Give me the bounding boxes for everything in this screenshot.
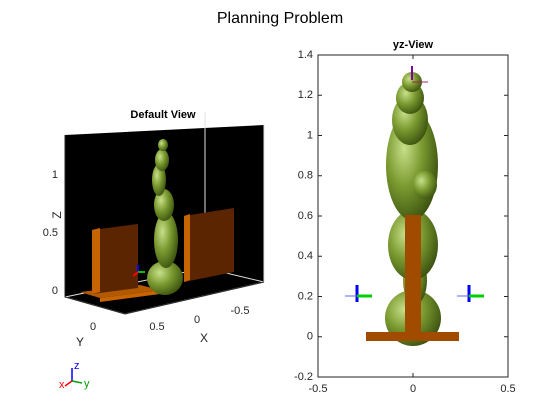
z-tick-label: 0.5: [43, 227, 58, 239]
y-tick-label: 1: [307, 129, 313, 141]
y-tick-label: 0.8: [298, 170, 313, 182]
obstacle: [92, 224, 138, 294]
obstacle: [80, 285, 160, 298]
x-tick-label: 0.5: [500, 383, 515, 395]
frame-marker: [345, 66, 484, 302]
axes-title: Default View: [130, 109, 196, 121]
y-tick-label: 0.2: [298, 290, 313, 302]
x-tick-label: -0.5: [231, 305, 250, 317]
z-label: Z: [50, 211, 64, 218]
obstacle: [405, 215, 421, 340]
x-tick-label: 0.5: [149, 321, 164, 333]
y-tick-label: -0.2: [294, 371, 313, 383]
yz-view: yz-View -0.2 0 0.2 0.4 0.6 0.8 1 1.2 1.4 -0.5 0 0.5: [294, 39, 516, 395]
z-tick-label: 1: [52, 169, 58, 181]
orientation-triad: z y x: [59, 360, 90, 391]
obstacle: [184, 208, 234, 282]
obstacle: [184, 214, 190, 282]
triad-label: z: [74, 360, 80, 372]
z-tick-label: 0: [52, 285, 58, 297]
default-view: Default View 0 0.5 1 0 0.5 0 -0.5 X Y Z: [43, 109, 265, 349]
y-tick-label: 0.4: [298, 250, 313, 262]
triad-label: x: [59, 379, 65, 391]
y-tick-label: 1.4: [298, 49, 313, 61]
y-tick-label: 0.6: [298, 210, 313, 222]
y-label: Y: [76, 335, 84, 349]
x-label: X: [200, 331, 208, 345]
axis-lines: [64, 135, 265, 315]
y-tick-label: 1.2: [298, 89, 313, 101]
axes-title: yz-View: [393, 39, 434, 51]
obstacle: [366, 332, 459, 341]
x-tick-label: -0.5: [309, 383, 328, 395]
figure-title: Planning Problem: [217, 10, 343, 27]
obstacle: [92, 228, 100, 294]
frame-marker: [132, 265, 145, 277]
obstacle: [100, 290, 160, 302]
y-tick-label: 0: [90, 321, 96, 333]
x-tick-label: 0: [194, 314, 200, 326]
robot: [147, 139, 183, 295]
x-tick-label: 0: [410, 383, 416, 395]
y-tick-label: 0: [307, 331, 313, 343]
triad-label: y: [84, 378, 90, 390]
